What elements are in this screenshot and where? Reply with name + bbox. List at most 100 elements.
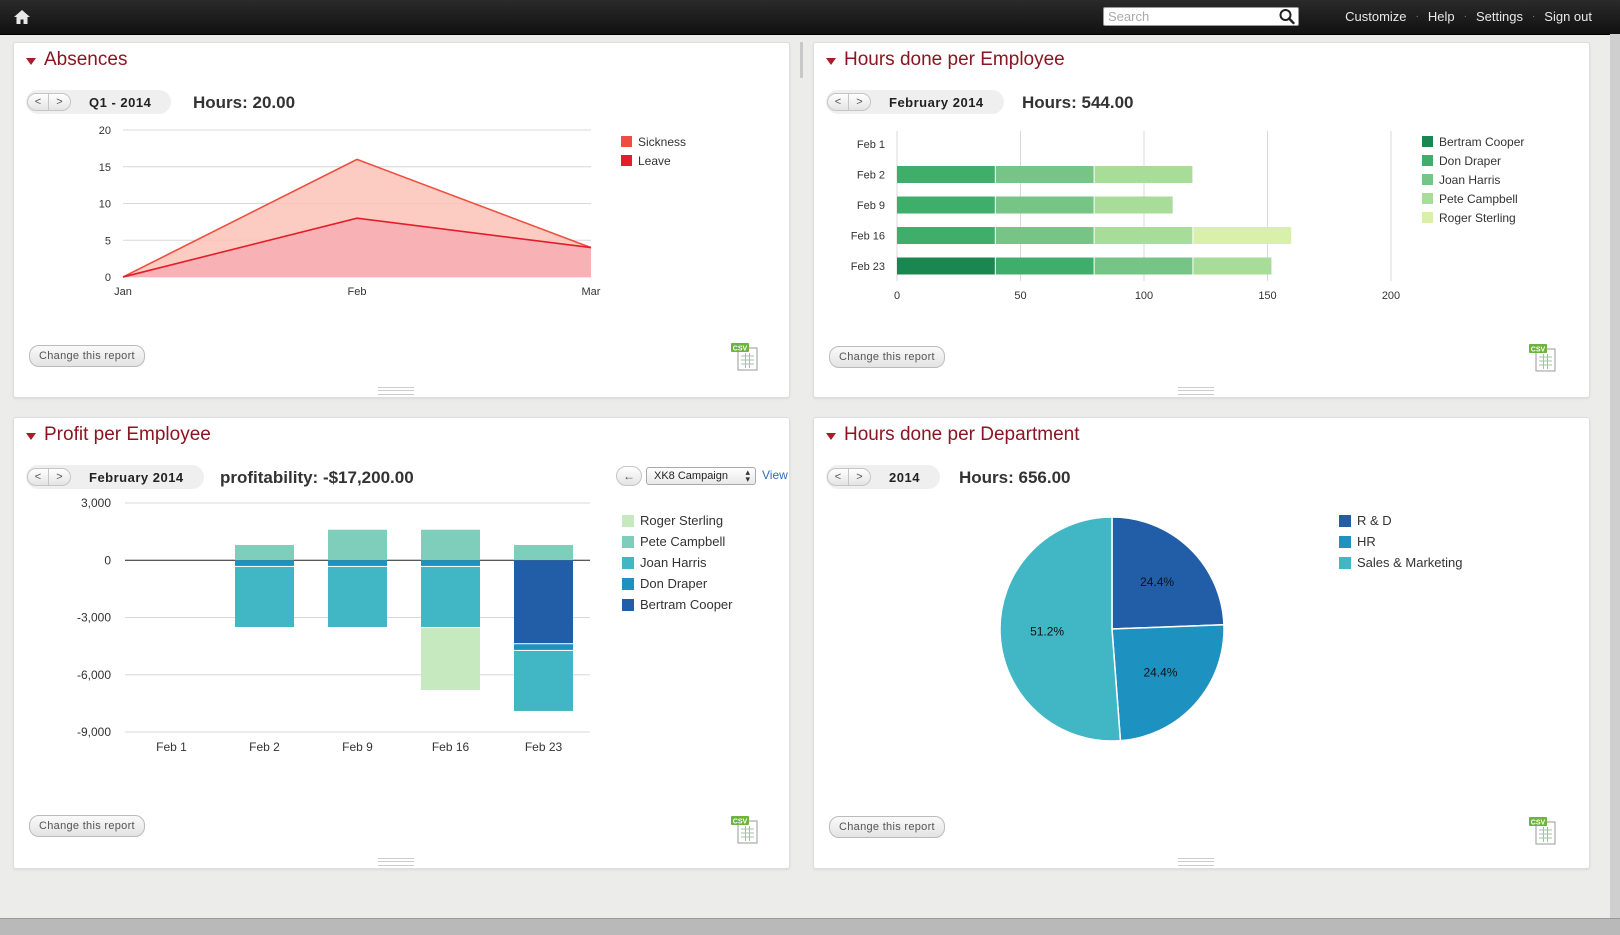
- svg-text:CSV: CSV: [733, 819, 748, 826]
- period-label: Q1 - 2014: [89, 94, 152, 110]
- panel-title-text: Absences: [44, 49, 128, 70]
- bar-pete-campbell: [1094, 227, 1193, 244]
- bar-pete-campbell: [328, 529, 387, 561]
- help-link[interactable]: Help: [1427, 9, 1455, 24]
- legend-label: Bertram Cooper: [640, 597, 733, 612]
- legend-item-r-d[interactable]: R & D: [1339, 510, 1463, 531]
- pie-slice-label: 24.4%: [1140, 575, 1174, 589]
- y-tick-label: -6,000: [77, 668, 111, 682]
- legend-label: HR: [1357, 534, 1376, 549]
- legend-swatch: [622, 556, 634, 569]
- employee-hours-chart: 0 50 100 150 200 Feb 1 Feb 2 Feb 9 Feb 16 Feb 23: [851, 131, 1400, 302]
- legend-label: Sales & Marketing: [1357, 555, 1463, 570]
- period-label: 2014: [889, 469, 920, 485]
- legend-swatch: [1422, 136, 1433, 147]
- legend-item-pete-campbell[interactable]: Pete Campbell: [1422, 189, 1524, 208]
- period-navigator: < > Q1 - 2014: [26, 90, 172, 114]
- x-tick-label: Feb 1: [156, 740, 187, 754]
- column-divider-handle[interactable]: [800, 42, 803, 78]
- employee-hours-legend: Bertram Cooper Don Draper Joan Harris Pete …: [1422, 132, 1524, 227]
- resize-grip[interactable]: [1178, 387, 1214, 395]
- legend-item-joan-harris[interactable]: Joan Harris: [622, 552, 732, 573]
- bar-joan-harris: [421, 566, 480, 627]
- view-link[interactable]: View: [762, 468, 788, 482]
- legend-swatch: [622, 514, 634, 527]
- x-tick-label: 100: [1135, 290, 1153, 302]
- settings-link[interactable]: Settings: [1475, 9, 1523, 24]
- legend-item-don-draper[interactable]: Don Draper: [1422, 151, 1524, 170]
- hours-metric: Hours: 544.00: [1022, 93, 1134, 112]
- select-arrows-icon: ▴ ▾: [745, 467, 750, 484]
- svg-text:CSV: CSV: [1531, 347, 1546, 354]
- search-input[interactable]: [1104, 8, 1280, 25]
- prev-period-button[interactable]: <: [27, 468, 49, 486]
- legend-label: Sickness: [638, 134, 687, 149]
- profit-panel-title[interactable]: Profit per Employee: [26, 424, 211, 446]
- back-button[interactable]: ←: [616, 466, 642, 486]
- search-box: [1103, 7, 1299, 26]
- legend-item-roger-sterling[interactable]: Roger Sterling: [1422, 208, 1524, 227]
- x-tick-label: 50: [1014, 290, 1026, 302]
- panel-title-text: Hours done per Employee: [844, 49, 1065, 70]
- y-tick-label: Feb 16: [851, 231, 885, 243]
- legend-item-bertram-cooper[interactable]: Bertram Cooper: [622, 594, 732, 615]
- profit-legend: Roger Sterling Pete Campbell Joan Harris Do…: [622, 510, 732, 615]
- x-tick-label: 150: [1258, 290, 1276, 302]
- legend-swatch: [622, 598, 634, 611]
- top-nav: Customize · Help · Settings · Sign out: [1345, 9, 1592, 24]
- resize-grip[interactable]: [1178, 858, 1214, 866]
- resize-grip[interactable]: [378, 387, 414, 395]
- x-tick-label: Feb 9: [342, 740, 373, 754]
- legend-item-pete-campbell[interactable]: Pete Campbell: [622, 531, 732, 552]
- legend-swatch: [1422, 193, 1433, 204]
- bar-bertram-cooper: [897, 257, 995, 275]
- y-tick-label: 0: [105, 272, 111, 284]
- legend-item-sickness[interactable]: Sickness: [621, 132, 686, 151]
- change-report-button[interactable]: Change this report: [29, 345, 145, 367]
- prev-period-button[interactable]: <: [827, 93, 849, 111]
- legend-swatch: [1339, 556, 1351, 569]
- legend-item-leave[interactable]: Leave: [621, 151, 686, 170]
- legend-item-hr[interactable]: HR: [1339, 531, 1463, 552]
- absences-panel-title[interactable]: Absences: [26, 49, 127, 71]
- next-period-button[interactable]: >: [849, 468, 871, 486]
- csv-export-icon[interactable]: CSV: [730, 815, 760, 845]
- bar-pete-campbell: [514, 544, 573, 561]
- legend-item-sales-marketing[interactable]: Sales & Marketing: [1339, 552, 1463, 573]
- search-icon[interactable]: [1278, 8, 1296, 25]
- change-report-button[interactable]: Change this report: [829, 816, 945, 838]
- legend-label: Bertram Cooper: [1439, 134, 1525, 149]
- customize-link[interactable]: Customize: [1345, 9, 1407, 24]
- legend-item-don-draper[interactable]: Don Draper: [622, 573, 732, 594]
- legend-item-roger-sterling[interactable]: Roger Sterling: [622, 510, 732, 531]
- resize-grip[interactable]: [378, 858, 414, 866]
- home-icon[interactable]: [12, 8, 32, 26]
- next-period-button[interactable]: >: [49, 468, 71, 486]
- change-report-button[interactable]: Change this report: [29, 815, 145, 837]
- y-tick-label: 5: [105, 235, 111, 247]
- bar-roger-sterling: [1193, 227, 1292, 244]
- department-hours-panel-title[interactable]: Hours done per Department: [826, 424, 1080, 446]
- prev-period-button[interactable]: <: [827, 468, 849, 486]
- sign-out-link[interactable]: Sign out: [1544, 9, 1592, 24]
- next-period-button[interactable]: >: [49, 93, 71, 111]
- legend-item-joan-harris[interactable]: Joan Harris: [1422, 170, 1524, 189]
- csv-export-icon[interactable]: CSV: [730, 342, 760, 372]
- csv-export-icon[interactable]: CSV: [1528, 816, 1558, 846]
- x-tick-label: Mar: [582, 286, 601, 298]
- bar-joan-harris: [235, 566, 294, 627]
- bar-joan-harris: [514, 650, 573, 711]
- employee-hours-panel: Hours done per Employee < > February 201…: [813, 42, 1590, 398]
- profitability-metric: profitability: -$17,200.00: [220, 468, 414, 487]
- next-period-button[interactable]: >: [849, 93, 871, 111]
- legend-item-bertram-cooper[interactable]: Bertram Cooper: [1422, 132, 1524, 151]
- legend-swatch: [621, 155, 632, 166]
- campaign-select[interactable]: XK8 Campaign ▴ ▾: [646, 467, 756, 485]
- prev-period-button[interactable]: <: [27, 93, 49, 111]
- legend-swatch: [1339, 514, 1351, 527]
- csv-export-icon[interactable]: CSV: [1528, 343, 1558, 373]
- employee-hours-panel-title[interactable]: Hours done per Employee: [826, 49, 1065, 71]
- pie-slice-hr: [1111, 624, 1225, 742]
- change-report-button[interactable]: Change this report: [829, 346, 945, 368]
- legend-swatch: [1422, 174, 1433, 185]
